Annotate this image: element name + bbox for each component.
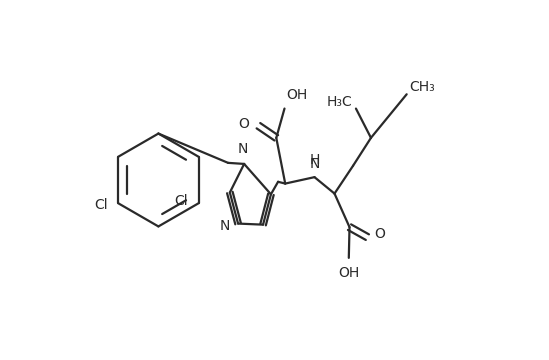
Text: H: H [310, 153, 321, 167]
Text: O: O [239, 117, 249, 131]
Text: Cl: Cl [174, 194, 188, 208]
Text: OH: OH [286, 88, 307, 102]
Text: Cl: Cl [94, 198, 108, 212]
Text: N: N [237, 142, 248, 156]
Text: N: N [310, 157, 321, 171]
Text: H₃C: H₃C [327, 95, 352, 109]
Text: O: O [374, 226, 385, 240]
Text: OH: OH [338, 266, 360, 280]
Text: CH₃: CH₃ [410, 80, 435, 94]
Text: N: N [220, 220, 230, 233]
